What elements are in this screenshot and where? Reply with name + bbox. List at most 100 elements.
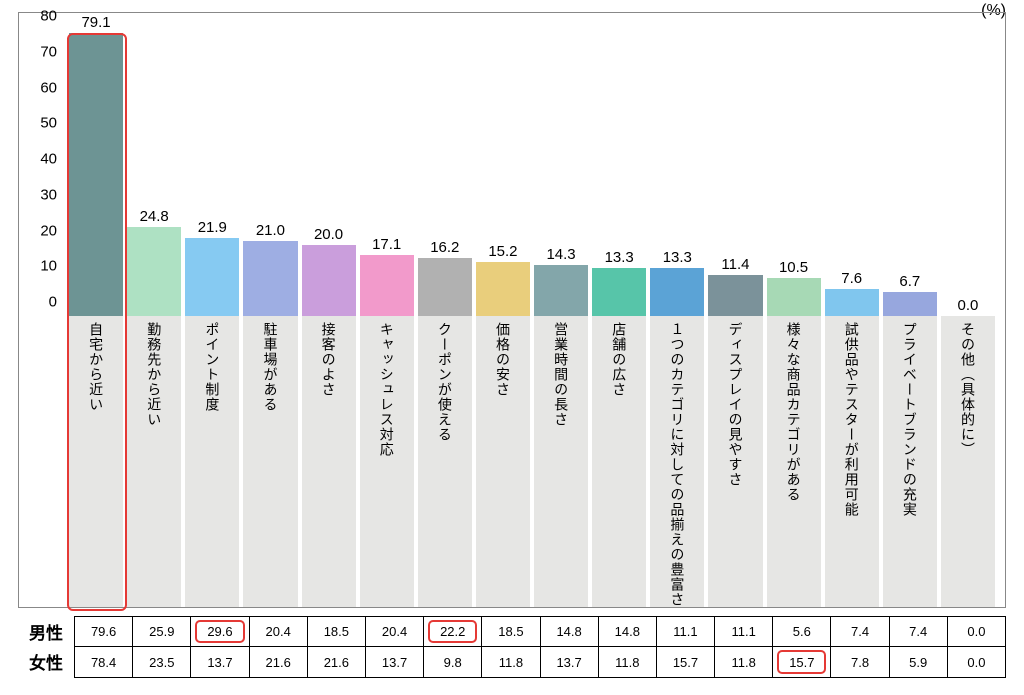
table-cell: 7.4	[890, 617, 948, 646]
bar-wrap: 20.0	[302, 13, 356, 316]
table-cell: 13.7	[191, 647, 249, 677]
table-cell: 14.8	[599, 617, 657, 646]
table-row-headers: 男性女性	[18, 616, 74, 678]
bar	[767, 278, 821, 316]
category-cell: 営業時間の長さ	[534, 316, 588, 607]
table-cell: 15.7	[657, 647, 715, 677]
table-cell: 21.6	[308, 647, 366, 677]
table-cell: 78.4	[75, 647, 133, 677]
bar-value: 14.3	[546, 246, 575, 263]
bar-wrap: 16.2	[418, 13, 472, 316]
y-tick: 80	[40, 8, 57, 25]
bar-value: 13.3	[663, 249, 692, 266]
bar-value: 17.1	[372, 236, 401, 253]
table-cell: 5.6	[773, 617, 831, 646]
category-cell: クーポンが使える	[418, 316, 472, 607]
table-cell: 13.7	[366, 647, 424, 677]
category-label: 試供品やテスターが利用可能	[845, 322, 859, 607]
category-label: プライベートブランドの充実	[903, 322, 917, 607]
table-cell: 11.8	[482, 647, 540, 677]
table-cell: 23.5	[133, 647, 191, 677]
bar-wrap: 24.8	[127, 13, 181, 316]
table-cell: 25.9	[133, 617, 191, 646]
bar-value: 16.2	[430, 239, 459, 256]
table-row: 78.423.513.721.621.613.79.811.813.711.81…	[75, 647, 1005, 677]
table-row: 79.625.929.620.418.520.422.218.514.814.8…	[75, 617, 1005, 647]
bar-wrap: 21.0	[243, 13, 297, 316]
table-cell: 0.0	[948, 647, 1005, 677]
table-cell: 79.6	[75, 617, 133, 646]
bar-value: 7.6	[841, 270, 862, 287]
category-cell: 店舗の広さ	[592, 316, 646, 607]
table-cell: 7.4	[831, 617, 889, 646]
category-label: 駐車場がある	[263, 322, 277, 607]
bar	[883, 292, 937, 316]
table-cell: 13.7	[541, 647, 599, 677]
y-tick: 30	[40, 186, 57, 203]
y-axis: 01020304050607080	[19, 33, 65, 319]
table-cell: 7.8	[831, 647, 889, 677]
bar	[825, 289, 879, 316]
table-cell: 18.5	[308, 617, 366, 646]
bars-row: 79.1 24.8 21.9 21.0 20.0 17.1 16.2 15.2 14.3 13.3…	[65, 13, 995, 316]
table-row-header: 女性	[18, 646, 74, 676]
bar	[185, 238, 239, 316]
category-cell: 価格の安さ	[476, 316, 530, 607]
table-cell: 9.8	[424, 647, 482, 677]
category-label: 様々な商品カテゴリがある	[787, 322, 801, 607]
bar	[127, 227, 181, 316]
category-label: 自宅から近い	[89, 322, 103, 607]
table-cell: 11.1	[715, 617, 773, 646]
gender-table: 男性女性 79.625.929.620.418.520.422.218.514.…	[18, 616, 1006, 678]
bar-value: 79.1	[81, 14, 110, 31]
category-label: クーポンが使える	[438, 322, 452, 607]
category-label: 接客のよさ	[322, 322, 336, 607]
bar-wrap: 6.7	[883, 13, 937, 316]
category-cell: 自宅から近い	[69, 316, 123, 607]
bar-value: 0.0	[958, 297, 979, 314]
bar-value: 15.2	[488, 243, 517, 260]
bar-wrap: 14.3	[534, 13, 588, 316]
bar	[69, 33, 123, 316]
category-cell: 勤務先から近い	[127, 316, 181, 607]
bar-value: 21.9	[198, 219, 227, 236]
y-tick: 70	[40, 43, 57, 60]
bar-value: 11.4	[721, 256, 749, 273]
table-cell: 20.4	[250, 617, 308, 646]
category-cell: 接客のよさ	[302, 316, 356, 607]
category-label: ディスプレイの見やすさ	[728, 322, 742, 607]
category-cell: 駐車場がある	[243, 316, 297, 607]
category-label: ポイント制度	[205, 322, 219, 607]
bar	[592, 268, 646, 316]
bar-value: 10.5	[779, 259, 808, 276]
bar-value: 13.3	[605, 249, 634, 266]
bar	[302, 245, 356, 317]
bar-wrap: 11.4	[708, 13, 762, 316]
table-cell: 15.7	[773, 647, 831, 677]
bar	[534, 265, 588, 316]
category-label: 価格の安さ	[496, 322, 510, 607]
bar-value: 20.0	[314, 226, 343, 243]
bar	[708, 275, 762, 316]
table-grid: 79.625.929.620.418.520.422.218.514.814.8…	[74, 616, 1006, 678]
bar-wrap: 7.6	[825, 13, 879, 316]
bar-wrap: 15.2	[476, 13, 530, 316]
y-tick: 50	[40, 115, 57, 132]
table-cell: 11.8	[599, 647, 657, 677]
bar	[418, 258, 472, 316]
category-label: １つのカテゴリに対しての品揃えの豊富さ	[670, 322, 684, 607]
bar-wrap: 13.3	[650, 13, 704, 316]
bar-value: 21.0	[256, 222, 285, 239]
category-cell: ポイント制度	[185, 316, 239, 607]
table-cell: 18.5	[482, 617, 540, 646]
table-cell: 20.4	[366, 617, 424, 646]
table-cell: 22.2	[424, 617, 482, 646]
category-cell: その他（具体的に）	[941, 316, 995, 607]
y-tick: 0	[49, 294, 57, 311]
bar-wrap: 13.3	[592, 13, 646, 316]
category-cell: １つのカテゴリに対しての品揃えの豊富さ	[650, 316, 704, 607]
y-tick: 20	[40, 222, 57, 239]
category-label: 勤務先から近い	[147, 322, 161, 607]
category-cell: 様々な商品カテゴリがある	[767, 316, 821, 607]
category-label: 店舗の広さ	[612, 322, 626, 607]
